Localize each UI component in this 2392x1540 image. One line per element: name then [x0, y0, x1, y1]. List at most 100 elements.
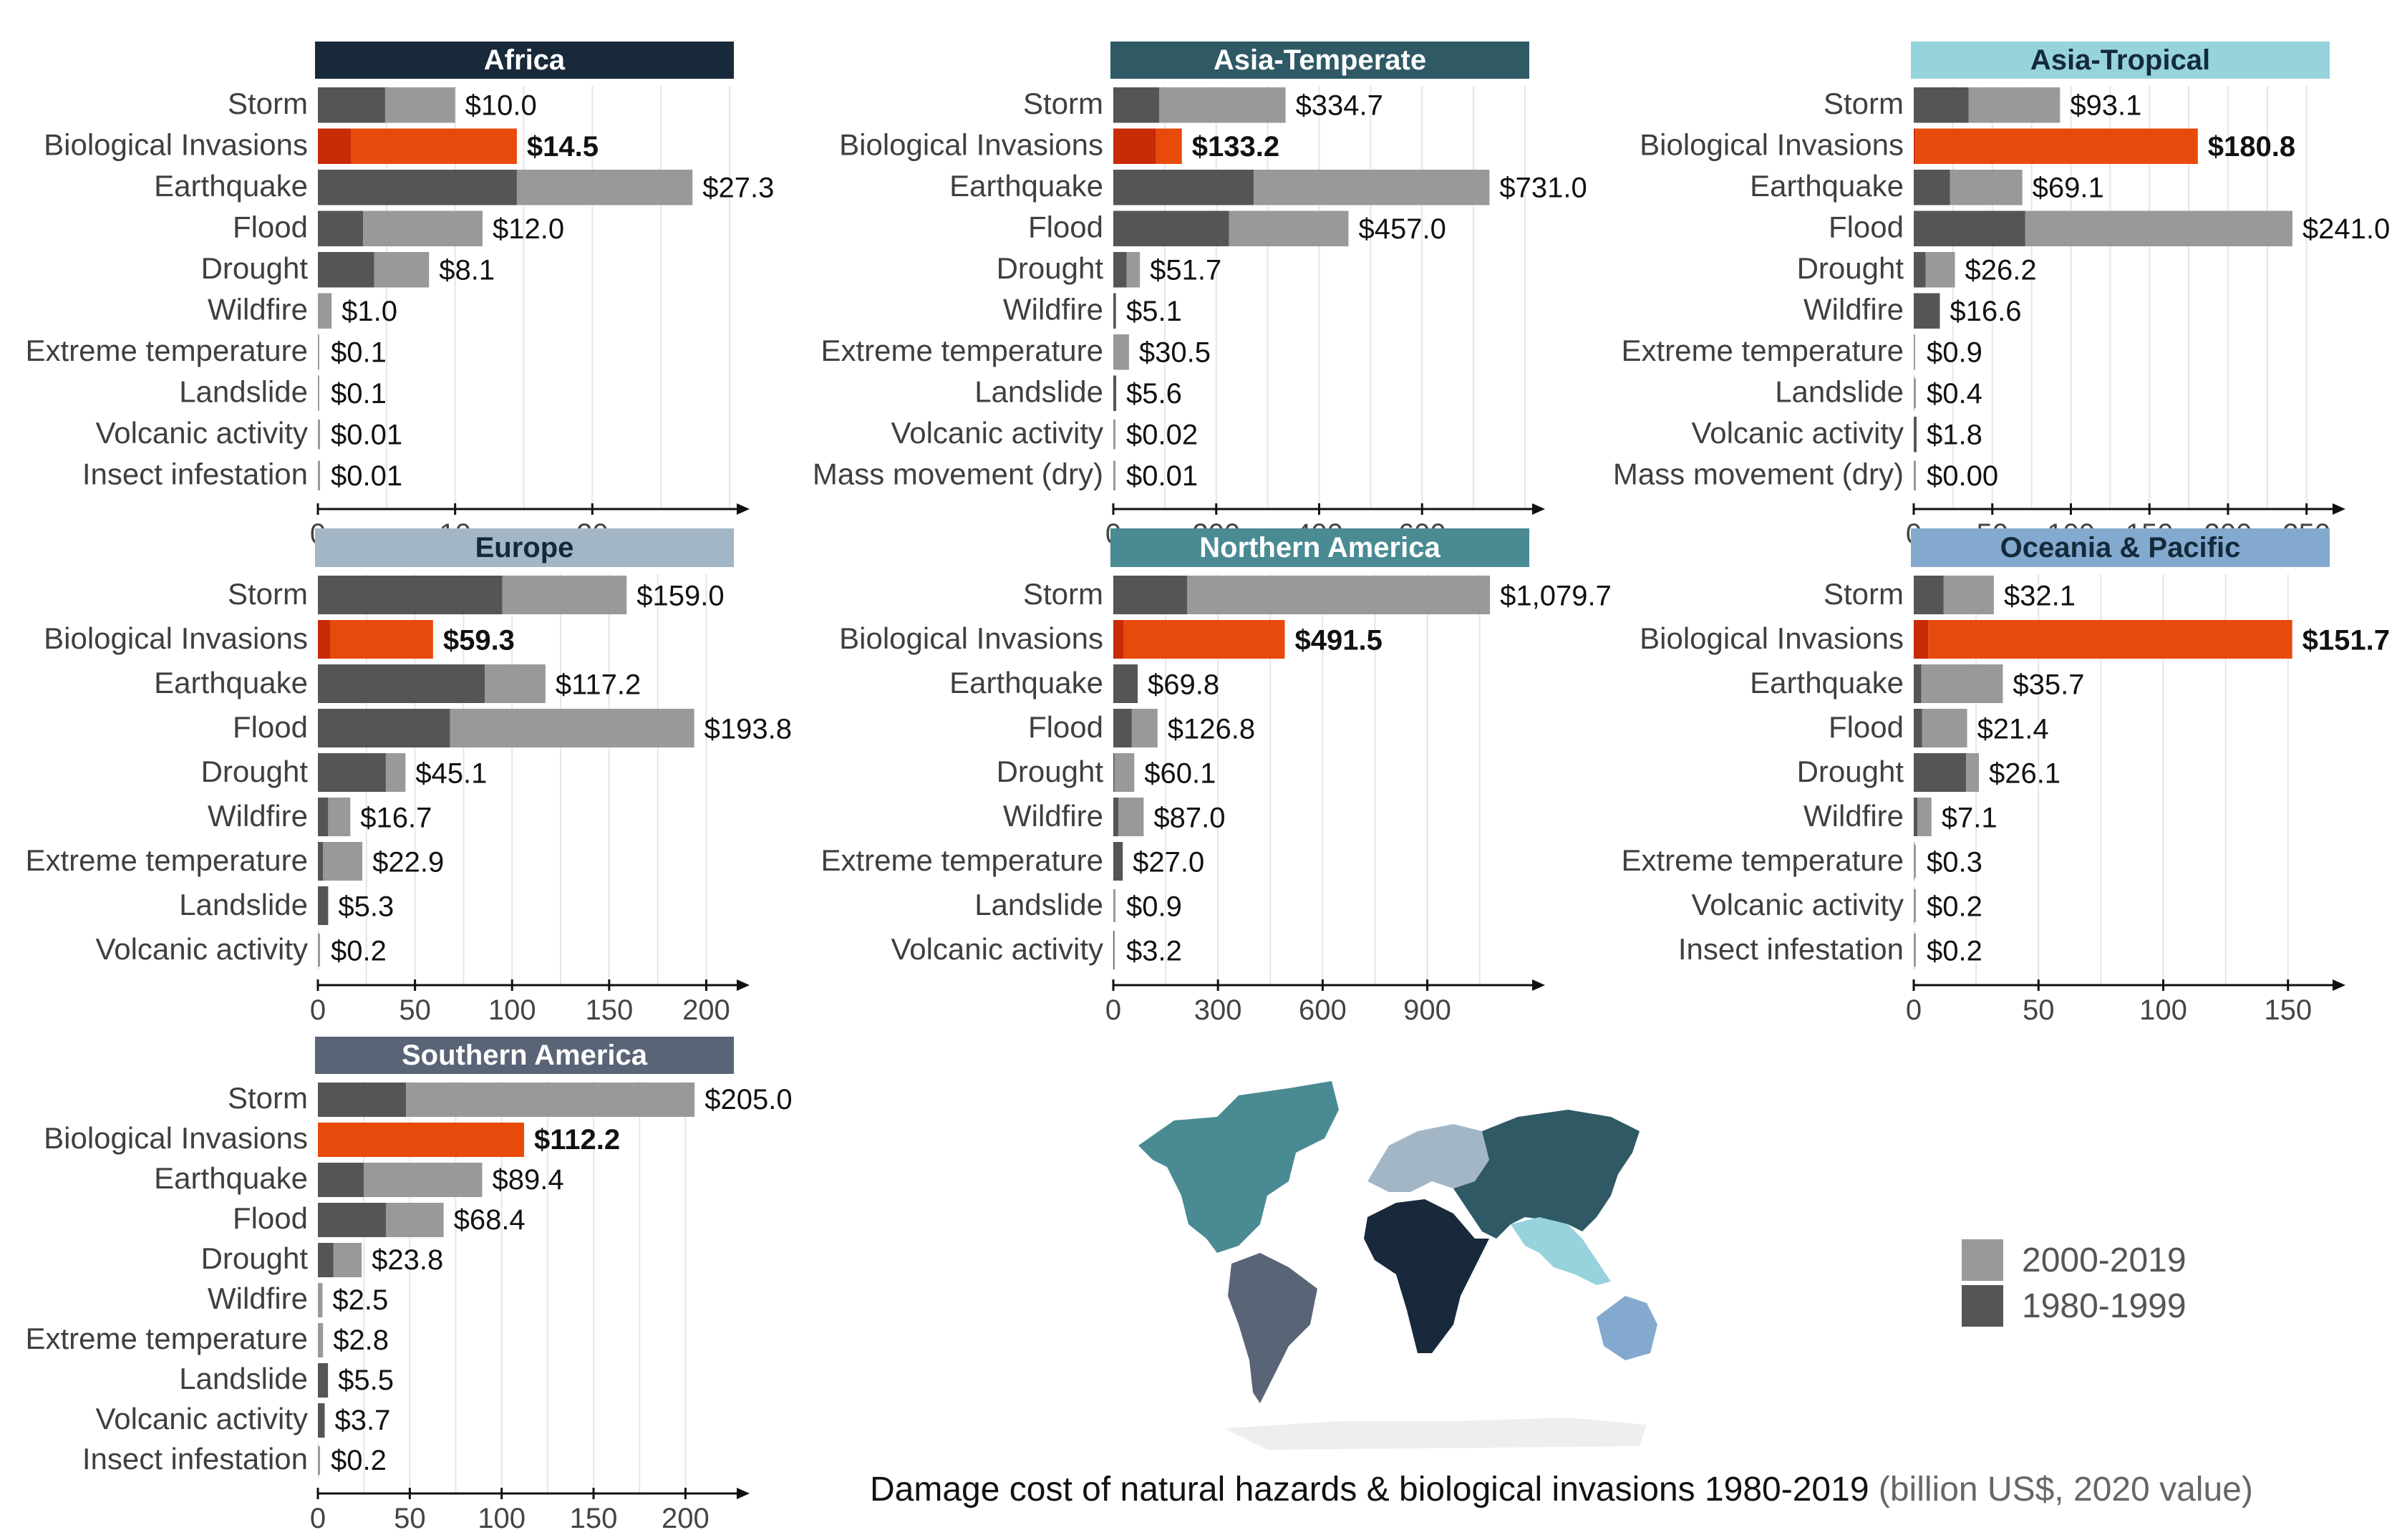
axis-arrow-icon	[1532, 503, 1545, 515]
category-label: Landslide	[974, 375, 1103, 409]
bar-1980-1999	[1113, 620, 1124, 659]
bar-row-storm: Storm $93.1	[1824, 87, 2141, 123]
bar-1980-1999	[318, 842, 324, 881]
bar-trace	[318, 460, 320, 490]
caption-unit: (billion US$, 2020 value)	[1878, 1471, 2253, 1508]
axis-arrow-icon	[737, 1488, 750, 1499]
value-label: $35.7	[2013, 669, 2084, 700]
tick-label: 150	[570, 1503, 618, 1534]
bar-1980-1999	[1914, 87, 1969, 123]
bar-2000-2019	[1114, 753, 1135, 792]
tick-label: 150	[585, 994, 633, 1026]
bar-row-wildfire: Wildfire $7.1	[1803, 798, 1998, 836]
panel-header	[315, 1037, 734, 1074]
bar-2000-2019	[1943, 576, 1994, 614]
category-label: Volcanic activity	[96, 932, 308, 966]
bar-1980-1999	[318, 210, 364, 246]
bar-1980-1999	[318, 753, 386, 792]
value-label: $8.1	[439, 254, 495, 286]
tick-label: 200	[682, 994, 730, 1026]
legend-item-1980-1999: 1980-1999	[1962, 1284, 2187, 1327]
bar-2000-2019	[328, 798, 351, 836]
category-label: Landslide	[974, 888, 1103, 921]
tick-label: 100	[478, 1503, 526, 1534]
bar-1980-1999	[1914, 753, 1967, 792]
value-label: $0.2	[1927, 891, 1982, 922]
value-label: $180.8	[2208, 131, 2295, 163]
bar-2000-2019	[1966, 753, 1979, 792]
bar-trace	[1914, 934, 1916, 967]
bar-row-drought: Drought $23.8	[201, 1241, 443, 1277]
category-label: Biological Invasions	[1640, 621, 1904, 655]
bar-row-volcanic-activity: Volcanic activity $3.2	[891, 931, 1182, 969]
bar-row-storm: Storm $10.0	[228, 87, 537, 123]
value-label: $112.2	[534, 1124, 620, 1156]
category-label: Drought	[201, 251, 309, 285]
value-label: $0.1	[331, 336, 387, 368]
bar-row-earthquake: Earthquake $89.4	[154, 1161, 564, 1197]
category-label: Earthquake	[949, 169, 1103, 203]
axis-arrow-icon	[737, 503, 750, 515]
bar-1980-1999	[1914, 709, 1922, 747]
value-label: $69.8	[1148, 669, 1219, 700]
bar-row-biological-invasions: Biological Invasions $112.2	[44, 1121, 620, 1157]
category-label: Landslide	[179, 888, 308, 921]
category-label: Landslide	[179, 1362, 308, 1395]
bar-2000-2019	[502, 576, 627, 614]
category-label: Wildfire	[208, 293, 308, 326]
bar-row-flood: Flood $126.8	[1028, 709, 1255, 747]
bar-2000-2019	[330, 620, 433, 659]
bar-2000-2019	[323, 842, 363, 881]
value-label: $0.9	[1927, 336, 1982, 368]
tick-label: 150	[2264, 994, 2312, 1026]
tick-label: 50	[2023, 994, 2055, 1026]
panel-title: Asia-Temperate	[1214, 44, 1426, 76]
value-label: $14.5	[527, 131, 599, 163]
panel-europe: Europe Storm $159.0 Biological Invasions $59…	[0, 528, 848, 1032]
value-label: $731.0	[1499, 172, 1587, 203]
category-label: Storm	[1824, 87, 1904, 120]
value-label: $5.5	[338, 1365, 394, 1396]
bar-row-drought: Drought $8.1	[201, 251, 495, 288]
x-axis: 0 50 100 150 200	[310, 1488, 750, 1534]
bar-row-drought: Drought $45.1	[201, 753, 487, 792]
legend-label-1980-1999: 1980-1999	[2022, 1287, 2187, 1325]
value-label: $5.6	[1126, 378, 1182, 410]
value-label: $205.0	[704, 1084, 792, 1115]
panel-header	[1110, 42, 1529, 79]
value-label: $0.3	[1927, 846, 1982, 878]
bar-row-biological-invasions: Biological Invasions $59.3	[44, 620, 515, 659]
category-label: Landslide	[1775, 375, 1904, 409]
bar-row-wildfire: Wildfire $2.5	[208, 1282, 388, 1317]
tick-label: 50	[399, 994, 431, 1026]
category-label: Biological Invasions	[44, 1121, 308, 1155]
bar-row-extreme-temperature: Extreme temperature $2.8	[26, 1322, 389, 1357]
category-label: Extreme temperature	[26, 843, 309, 877]
bar-row-earthquake: Earthquake $731.0	[949, 169, 1587, 205]
map-region-oceania-pacific	[1597, 1296, 1657, 1360]
category-label: Storm	[1824, 577, 1904, 611]
category-label: Biological Invasions	[44, 128, 308, 162]
value-label: $0.2	[331, 935, 387, 967]
category-label: Biological Invasions	[1640, 128, 1904, 162]
value-label: $1.0	[342, 296, 397, 327]
bar-1980-1999	[1113, 709, 1132, 747]
bar-2000-2019	[1950, 170, 2023, 205]
category-label: Drought	[997, 755, 1104, 788]
bar-row-storm: Storm $32.1	[1824, 576, 2076, 614]
bar-1980-1999	[1914, 417, 1917, 452]
value-label: $60.1	[1144, 757, 1216, 789]
tick-label: 100	[2139, 994, 2187, 1026]
bar-1980-1999	[318, 620, 331, 659]
bar-row-flood: Flood $12.0	[233, 210, 564, 246]
category-label: Flood	[233, 710, 308, 744]
bar-row-extreme-temperature: Extreme temperature $22.9	[26, 842, 444, 881]
category-label: Earthquake	[949, 666, 1103, 699]
category-label: Earthquake	[154, 666, 308, 699]
bar-row-drought: Drought $60.1	[997, 753, 1216, 792]
bar-row-storm: Storm $1,079.7	[1023, 576, 1612, 614]
map-region-northern-america	[1138, 1081, 1339, 1253]
bar-1980-1999	[1113, 170, 1254, 205]
bar-row-storm: Storm $159.0	[228, 576, 725, 614]
bar-row-extreme-temperature: Extreme temperature $27.0	[821, 842, 1204, 881]
